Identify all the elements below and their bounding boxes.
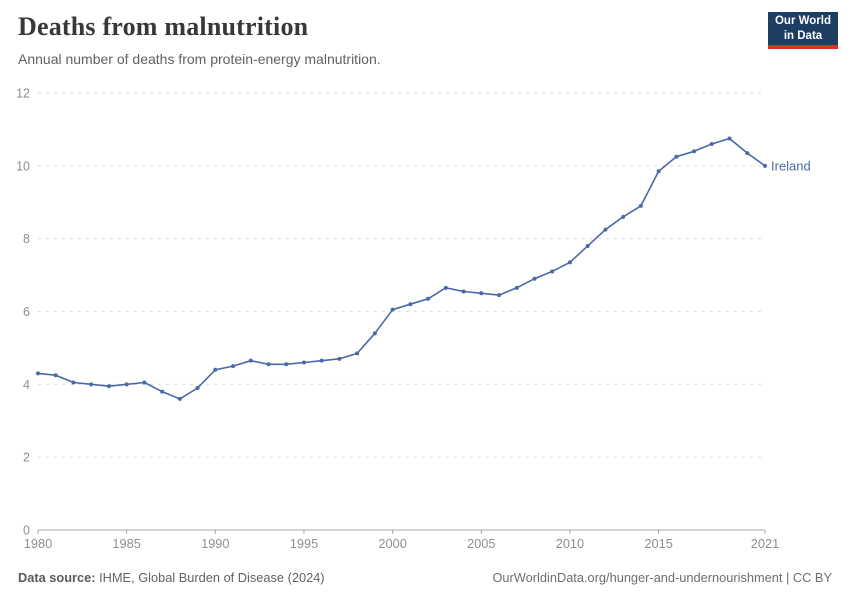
data-point-2013[interactable] <box>621 214 626 219</box>
y-axis-label-0: 0 <box>23 524 30 538</box>
data-point-1998[interactable] <box>355 351 360 356</box>
data-point-2020[interactable] <box>745 151 750 156</box>
data-point-1980[interactable] <box>36 371 40 376</box>
series-end-label[interactable]: Ireland <box>771 158 811 173</box>
y-axis-label-6: 6 <box>23 305 30 319</box>
data-point-1987[interactable] <box>160 389 165 394</box>
x-axis-label-2010: 2010 <box>556 536 584 551</box>
data-point-2007[interactable] <box>514 285 519 290</box>
data-point-2021[interactable] <box>763 163 767 168</box>
data-point-2009[interactable] <box>550 269 555 274</box>
data-point-2017[interactable] <box>692 149 697 154</box>
data-point-1991[interactable] <box>231 364 236 369</box>
data-point-2019[interactable] <box>727 136 732 141</box>
data-point-1984[interactable] <box>106 384 111 389</box>
data-point-1983[interactable] <box>89 382 94 387</box>
data-point-1993[interactable] <box>266 362 271 367</box>
y-axis-label-4: 4 <box>23 378 30 392</box>
data-point-1997[interactable] <box>337 356 342 361</box>
data-point-1995[interactable] <box>301 360 306 365</box>
chart-subtitle: Annual number of deaths from protein-ene… <box>18 51 381 67</box>
data-point-2006[interactable] <box>497 293 502 298</box>
data-point-1992[interactable] <box>248 358 253 363</box>
x-axis-label-1990: 1990 <box>201 536 229 551</box>
data-source: Data source: IHME, Global Burden of Dise… <box>18 570 325 585</box>
logo-line1: Our World <box>774 15 831 28</box>
logo-line2: in Data <box>783 29 823 42</box>
data-point-2018[interactable] <box>709 141 714 146</box>
x-axis-label-1995: 1995 <box>290 536 318 551</box>
data-point-2003[interactable] <box>443 285 448 290</box>
data-point-1996[interactable] <box>319 358 324 363</box>
data-point-2015[interactable] <box>656 169 661 174</box>
data-point-2000[interactable] <box>390 307 395 312</box>
x-axis-label-2021: 2021 <box>751 536 779 551</box>
x-axis-label-1985: 1985 <box>112 536 140 551</box>
data-point-1988[interactable] <box>177 396 182 401</box>
data-point-1990[interactable] <box>213 367 218 372</box>
y-axis-label-2: 2 <box>23 451 30 465</box>
data-point-2014[interactable] <box>638 203 643 208</box>
data-point-2012[interactable] <box>603 227 608 232</box>
owid-logo[interactable]: Our World in Data <box>768 12 838 49</box>
x-axis-label-2005: 2005 <box>467 536 495 551</box>
data-point-1999[interactable] <box>372 331 377 336</box>
data-point-1981[interactable] <box>53 373 58 378</box>
chart-footer: Data source: IHME, Global Burden of Dise… <box>18 570 832 585</box>
data-point-1989[interactable] <box>195 385 200 390</box>
data-point-2016[interactable] <box>674 154 679 159</box>
data-point-2008[interactable] <box>532 276 537 281</box>
y-axis-label-8: 8 <box>23 232 30 246</box>
x-axis-label-2000: 2000 <box>378 536 406 551</box>
y-axis-label-10: 10 <box>16 159 30 173</box>
data-point-2004[interactable] <box>461 289 466 294</box>
data-point-2005[interactable] <box>479 291 484 296</box>
data-point-1985[interactable] <box>124 382 129 387</box>
data-point-2001[interactable] <box>408 302 413 307</box>
series-line-ireland[interactable] <box>37 137 766 400</box>
data-source-text: IHME, Global Burden of Disease (2024) <box>99 570 325 585</box>
footer-link[interactable]: OurWorldinData.org/hunger-and-undernouri… <box>492 570 832 585</box>
chart-title: Deaths from malnutrition <box>18 12 309 41</box>
data-point-1982[interactable] <box>71 380 76 385</box>
data-point-2010[interactable] <box>567 260 572 265</box>
data-source-label: Data source: <box>18 570 96 585</box>
line-chart: 0 2 4 6 8 10 12 1980 1985 1990 1995 2000 2005 2010 201… <box>16 87 811 552</box>
x-axis-label-2015: 2015 <box>644 536 672 551</box>
data-point-1986[interactable] <box>142 380 147 385</box>
data-point-1994[interactable] <box>284 362 289 367</box>
chart-header: Deaths from malnutrition Annual number o… <box>18 12 381 67</box>
y-axis-label-12: 12 <box>16 87 30 101</box>
data-point-2002[interactable] <box>426 296 431 301</box>
data-point-2011[interactable] <box>585 243 590 248</box>
x-axis-label-1980: 1980 <box>24 536 52 551</box>
